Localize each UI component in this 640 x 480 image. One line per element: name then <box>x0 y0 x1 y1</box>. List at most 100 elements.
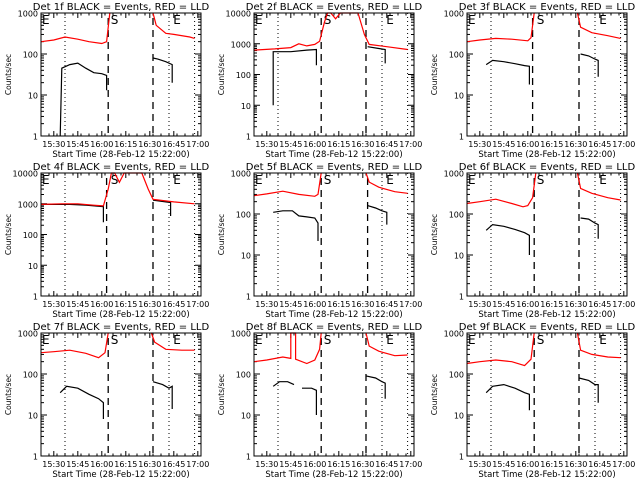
detector-panel: Det 9f BLACK = Events, RED = LLD 1 10 100 10… <box>430 322 635 480</box>
interval-annotation: E <box>42 13 50 27</box>
events-series-line <box>580 217 599 239</box>
x-axis-label: Start Time (28-Feb-12 15:22:00) <box>52 150 189 160</box>
lld-series-line <box>466 12 535 43</box>
events-series-line <box>152 381 173 409</box>
y-axis-label: Counts/sec <box>217 214 226 255</box>
x-tick-label: 15:30 <box>42 140 65 149</box>
x-tick-label: 15:30 <box>42 300 65 309</box>
interval-annotation: S <box>537 333 545 347</box>
x-tick-label: 17:00 <box>399 140 422 149</box>
panel-title: Det 2f BLACK = Events, RED = LLD <box>246 2 423 13</box>
x-tick-label: 16:00 <box>516 460 539 469</box>
interval-annotation: S <box>537 173 545 187</box>
interval-annotation: E <box>173 173 181 187</box>
lld-series-line <box>466 332 535 367</box>
interval-annotation: E <box>599 13 607 27</box>
x-tick-label: 16:00 <box>90 140 113 149</box>
interval-annotation: S <box>324 173 332 187</box>
interval-annotation: E <box>42 173 50 187</box>
interval-annotation: E <box>173 13 181 27</box>
y-tick-label: 100 <box>23 231 38 240</box>
x-axis-label: Start Time (28-Feb-12 15:22:00) <box>265 470 402 480</box>
y-tick-label: 100 <box>236 71 251 80</box>
x-tick-label: 15:30 <box>255 460 278 469</box>
x-tick-label: 15:30 <box>468 460 491 469</box>
y-tick-label: 1000 <box>231 330 251 339</box>
x-tick-label: 16:30 <box>351 300 374 309</box>
interval-annotation: S <box>111 333 119 347</box>
x-tick-label: 16:30 <box>564 460 587 469</box>
x-tick-label: 16:00 <box>303 140 326 149</box>
events-series-line <box>367 46 386 64</box>
interval-annotation: E <box>386 13 394 27</box>
lld-series-line <box>576 332 621 359</box>
interval-annotation: E <box>599 173 607 187</box>
panel-title: Det 8f BLACK = Events, RED = LLD <box>246 322 423 333</box>
x-tick-label: 16:30 <box>351 140 374 149</box>
x-tick-label: 16:00 <box>516 300 539 309</box>
interval-annotation: S <box>324 13 332 27</box>
interval-annotation: E <box>468 333 476 347</box>
x-tick-label: 15:45 <box>66 460 89 469</box>
x-tick-label: 15:30 <box>468 300 491 309</box>
events-series-line <box>485 383 531 411</box>
detector-panel: Det 1f BLACK = Events, RED = LLD 1 10 100 10… <box>4 2 209 160</box>
x-tick-label: 15:30 <box>255 300 278 309</box>
detector-panel: Det 4f BLACK = Events, RED = LLD 1 10 100 10… <box>4 162 209 320</box>
y-tick-label: 10 <box>28 412 38 421</box>
lld-series-line <box>365 332 408 357</box>
x-tick-label: 16:45 <box>162 300 185 309</box>
x-axis-label: Start Time (28-Feb-12 15:22:00) <box>478 470 615 480</box>
x-tick-label: 17:00 <box>612 460 635 469</box>
x-tick-label: 17:00 <box>186 460 209 469</box>
lld-series-line <box>40 172 195 207</box>
x-tick-label: 15:45 <box>66 300 89 309</box>
detector-panel: Det 2f BLACK = Events, RED = LLD 1 10 100 10… <box>217 2 422 160</box>
lld-series-line <box>40 12 111 45</box>
events-series-line <box>59 62 108 137</box>
y-axis-label: Counts/sec <box>4 374 13 415</box>
y-tick-label: 1000 <box>18 200 38 209</box>
detector-panel: Det 6f BLACK = Events, RED = LLD 1 10 100 10… <box>430 162 635 320</box>
x-tick-label: 16:00 <box>516 140 539 149</box>
panel-title: Det 5f BLACK = Events, RED = LLD <box>246 162 423 173</box>
x-tick-label: 16:15 <box>114 460 137 469</box>
x-tick-label: 16:45 <box>375 140 398 149</box>
y-axis-label: Counts/sec <box>430 214 439 255</box>
y-tick-label: 100 <box>236 211 251 220</box>
y-tick-label: 10 <box>28 262 38 271</box>
x-tick-label: 16:30 <box>138 140 161 149</box>
x-tick-label: 16:00 <box>90 460 113 469</box>
y-tick-label: 10 <box>241 252 251 261</box>
y-tick-label: 10 <box>454 92 464 101</box>
x-axis-label: Start Time (28-Feb-12 15:22:00) <box>52 310 189 320</box>
x-tick-label: 16:15 <box>540 300 563 309</box>
x-tick-label: 16:45 <box>375 460 398 469</box>
detector-panel: Det 8f BLACK = Events, RED = LLD 1 10 100 10… <box>217 322 422 480</box>
plot-frame <box>253 12 415 137</box>
interval-annotation: E <box>42 333 50 347</box>
lld-series-line <box>576 12 621 39</box>
x-tick-label: 16:30 <box>564 140 587 149</box>
interval-annotation: E <box>468 173 476 187</box>
y-tick-label: 10000 <box>226 10 251 19</box>
y-tick-label: 1 <box>33 453 38 462</box>
x-tick-label: 16:15 <box>540 140 563 149</box>
plot-frame <box>466 332 628 457</box>
x-axis-label: Start Time (28-Feb-12 15:22:00) <box>478 150 615 160</box>
x-tick-label: 17:00 <box>399 300 422 309</box>
x-tick-label: 17:00 <box>399 460 422 469</box>
panel-title: Det 1f BLACK = Events, RED = LLD <box>33 2 210 13</box>
interval-annotation: E <box>468 13 476 27</box>
y-tick-label: 1 <box>246 293 251 302</box>
events-series-line <box>485 59 531 85</box>
lld-series-line <box>40 332 109 359</box>
detector-panel: Det 3f BLACK = Events, RED = LLD 1 10 100 10… <box>430 2 635 160</box>
events-series-line <box>580 53 599 77</box>
y-tick-label: 100 <box>449 371 464 380</box>
y-tick-label: 100 <box>236 371 251 380</box>
x-tick-label: 17:00 <box>612 140 635 149</box>
interval-annotation: S <box>537 13 545 27</box>
lld-series-line <box>365 172 408 194</box>
x-tick-label: 16:45 <box>162 460 185 469</box>
